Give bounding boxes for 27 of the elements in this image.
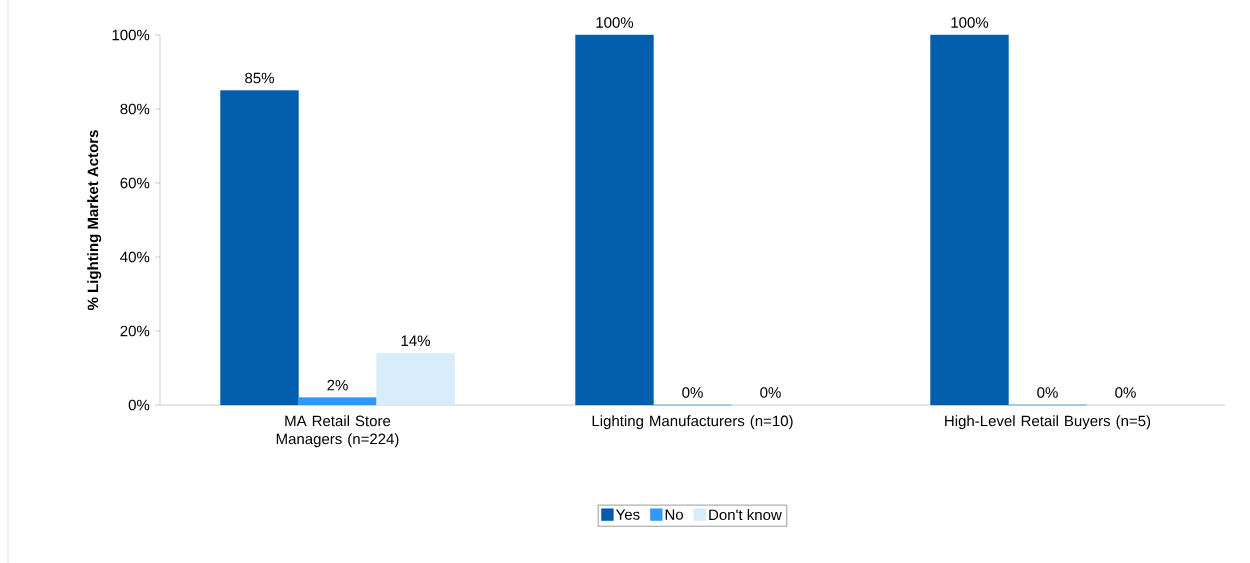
y-tick-label: 0% xyxy=(128,399,150,411)
bar xyxy=(298,397,377,406)
data-label: 0% xyxy=(760,387,781,398)
data-label: 0% xyxy=(682,387,703,398)
x-tick-label: Lighting Manufacturers (n=10) xyxy=(592,415,793,430)
data-label: 2% xyxy=(327,379,348,391)
data-label: 14% xyxy=(401,335,430,347)
y-tick-label: 60% xyxy=(120,177,150,189)
bar xyxy=(220,90,299,406)
y-tick-label: 100% xyxy=(112,29,150,41)
data-label: 85% xyxy=(245,72,274,84)
data-label: 0% xyxy=(1037,387,1058,398)
data-label: 100% xyxy=(596,17,634,28)
y-tick-label: 80% xyxy=(120,103,150,115)
legend-label: Don't know xyxy=(709,509,782,521)
data-label: 100% xyxy=(951,17,989,28)
bar xyxy=(376,353,455,406)
y-axis-title: % Lighting Market Actors xyxy=(87,130,102,311)
bar xyxy=(930,34,1009,406)
y-tick-label: 40% xyxy=(120,251,150,263)
x-tick-label: MA Retail Store Managers (n=224) xyxy=(276,415,399,448)
legend-label: Yes xyxy=(615,509,640,520)
y-tick-label: 20% xyxy=(120,325,150,337)
x-tick-label: High-Level Retail Buyers (n=5) xyxy=(945,415,1151,430)
legend-label: No xyxy=(665,509,684,520)
bar xyxy=(575,34,654,406)
data-label: 0% xyxy=(1115,387,1136,398)
